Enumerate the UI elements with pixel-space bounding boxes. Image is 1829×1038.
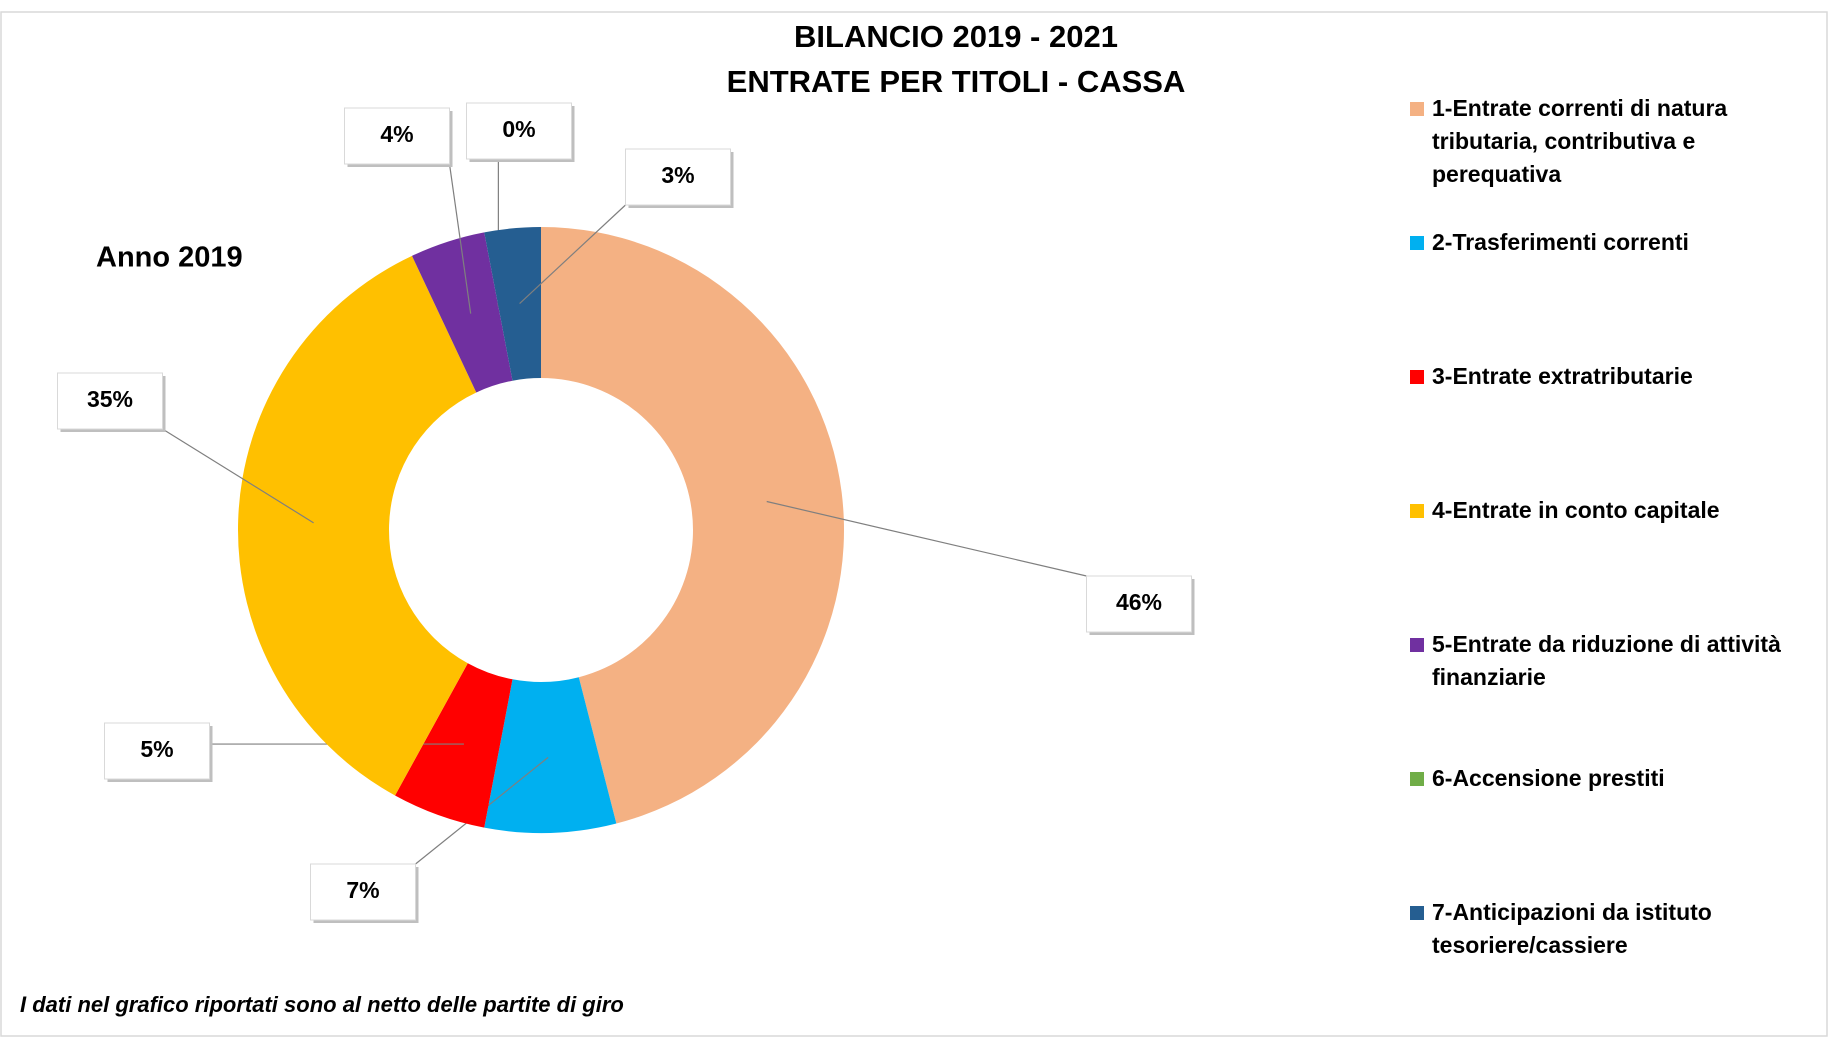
- donut-slice: [484, 227, 541, 381]
- legend-label: 2-Trasferimenti correnti: [1432, 229, 1689, 255]
- legend-label: 3-Entrate extratributarie: [1432, 363, 1693, 389]
- data-label: 7%: [346, 877, 379, 903]
- chart-title: ENTRATE PER TITOLI - CASSA: [727, 64, 1186, 99]
- data-label: 3%: [661, 162, 694, 188]
- legend-label: 4-Entrate in conto capitale: [1432, 497, 1720, 523]
- label-box: [466, 102, 572, 160]
- leader-line: [162, 428, 314, 524]
- label-box: [310, 863, 416, 921]
- legend-entry: 4-Entrate in conto capitale: [1410, 494, 1790, 527]
- legend-swatch: [1410, 906, 1424, 920]
- donut-slice: [395, 663, 513, 828]
- label-box: [344, 107, 450, 165]
- legend-entry: 5-Entrate da riduzione di attività finan…: [1410, 628, 1790, 694]
- label-box: [104, 722, 210, 780]
- chart-subtitle: Anno 2019: [96, 242, 243, 274]
- legend-swatch: [1410, 772, 1424, 786]
- chart-title: BILANCIO 2019 - 2021: [794, 19, 1118, 54]
- label-box: [625, 148, 731, 206]
- legend-swatch: [1410, 102, 1424, 116]
- legend-label: 1-Entrate correnti di natura tributaria,…: [1432, 95, 1728, 187]
- data-label: 35%: [87, 386, 133, 412]
- footnote: I dati nel grafico riportati sono al net…: [20, 992, 624, 1017]
- legend-entry: 1-Entrate correnti di natura tributaria,…: [1410, 92, 1790, 191]
- label-box: [1086, 575, 1192, 633]
- legend-swatch: [1410, 236, 1424, 250]
- legend-label: 5-Entrate da riduzione di attività finan…: [1432, 631, 1781, 690]
- chart-border: [0, 11, 1828, 1037]
- legend-swatch: [1410, 370, 1424, 384]
- legend-label: 7-Anticipazioni da istituto tesoriere/ca…: [1432, 899, 1712, 958]
- legend-label: 6-Accensione prestiti: [1432, 765, 1665, 791]
- legend-entry: 2-Trasferimenti correnti: [1410, 226, 1790, 259]
- data-label: 46%: [1116, 589, 1162, 615]
- legend-swatch: [1410, 504, 1424, 518]
- donut-slice: [411, 232, 513, 393]
- label-box: [57, 372, 163, 430]
- leader-line: [519, 204, 626, 304]
- donut-slice: [484, 677, 617, 833]
- legend-entry: 6-Accensione prestiti: [1410, 762, 1790, 795]
- leader-line: [766, 500, 1087, 577]
- legend-entry: 3-Entrate extratributarie: [1410, 360, 1790, 393]
- legend-swatch: [1410, 638, 1424, 652]
- donut-slice: [541, 227, 845, 824]
- donut-slice: [238, 255, 477, 796]
- legend-entry: 7-Anticipazioni da istituto tesoriere/ca…: [1410, 896, 1790, 962]
- data-label: 0%: [502, 116, 535, 142]
- data-label: 5%: [140, 736, 173, 762]
- leader-line: [448, 163, 472, 314]
- data-label: 4%: [380, 121, 413, 147]
